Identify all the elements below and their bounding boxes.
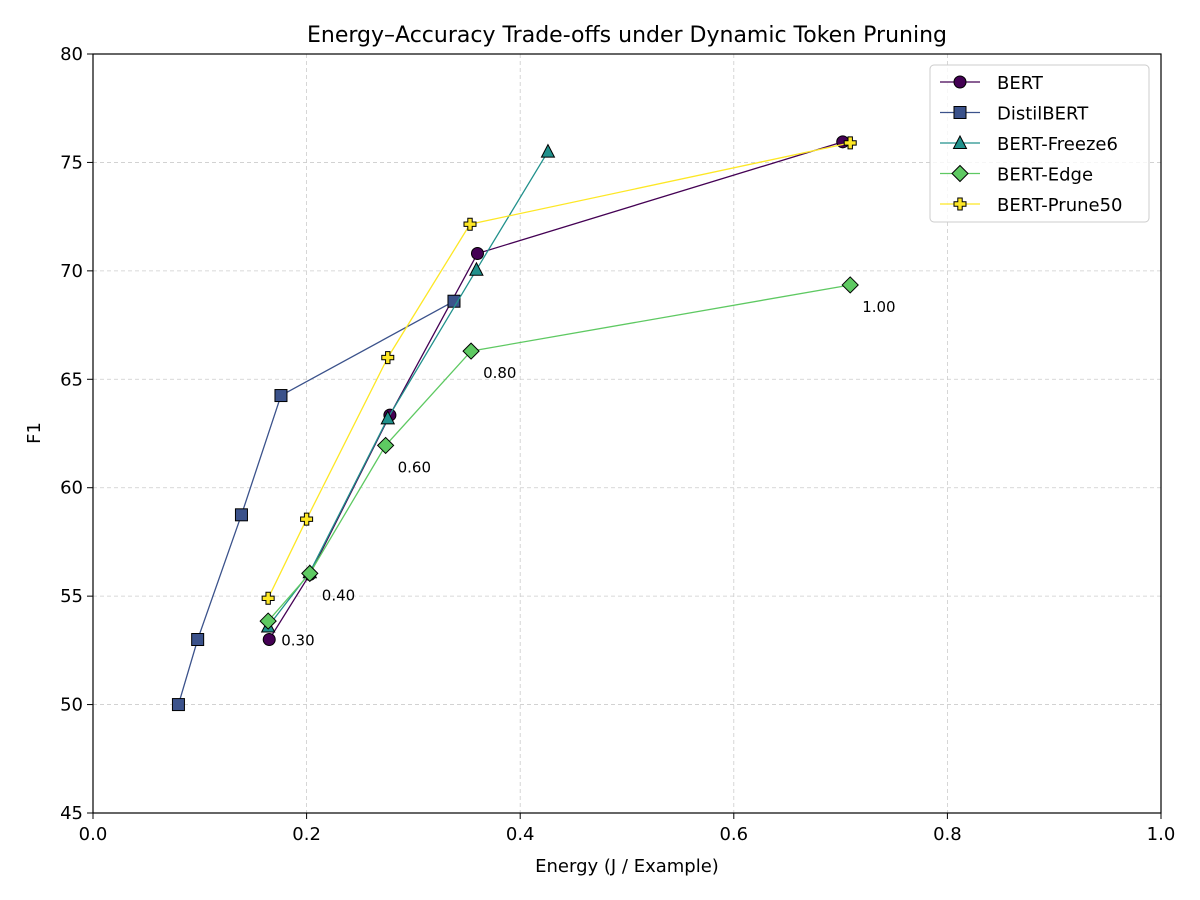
annotation-label: 1.00	[862, 298, 895, 316]
legend-label: BERT-Edge	[997, 165, 1093, 186]
annotation-label: 0.40	[322, 586, 355, 604]
x-tick-label: 0.0	[79, 824, 108, 845]
legend-item: BERT-Freeze6	[940, 134, 1118, 155]
legend-marker	[952, 134, 968, 149]
data-point	[274, 389, 288, 403]
data-point	[301, 564, 319, 583]
y-tick-label: 80	[60, 44, 83, 65]
data-point	[262, 633, 276, 647]
legend-label: BERT-Prune50	[997, 195, 1123, 216]
y-tick-label: 55	[60, 586, 83, 607]
series-distilbert	[171, 294, 461, 712]
data-point	[843, 136, 857, 150]
legend-label: BERT	[997, 73, 1044, 94]
data-point	[380, 410, 396, 425]
legend-label: DistilBERT	[997, 104, 1089, 125]
data-point	[191, 633, 205, 647]
y-tick-label: 65	[60, 369, 83, 390]
x-tick-label: 0.8	[933, 824, 962, 845]
series-line	[267, 284, 851, 622]
data-point	[381, 351, 395, 365]
x-tick-label: 0.6	[719, 824, 748, 845]
annotation-label: 0.30	[281, 632, 314, 650]
data-point	[463, 217, 477, 231]
data-point	[841, 276, 859, 294]
legend: BERT DistilBERT BERT-Freeze6 BERT-Edge BERT-…	[929, 64, 1150, 223]
annotation-label: 0.80	[483, 364, 516, 382]
y-tick-label: 50	[60, 695, 83, 716]
chart-title: Energy–Accuracy Trade-offs under Dynamic…	[307, 23, 947, 48]
legend-item: BERT-Edge	[940, 165, 1093, 186]
series-bert-prune50	[261, 136, 857, 605]
x-axis-label: Energy (J / Example)	[535, 856, 719, 877]
annotation-label: 0.60	[398, 458, 431, 476]
y-tick-label: 75	[60, 152, 83, 173]
data-point	[234, 508, 248, 522]
data-point	[261, 591, 275, 605]
plot-frame	[92, 53, 1162, 814]
data-point	[540, 143, 556, 158]
y-tick-label: 45	[60, 803, 83, 824]
x-tick-label: 1.0	[1147, 824, 1176, 845]
legend-box	[929, 64, 1150, 223]
data-point	[171, 698, 185, 712]
y-axis-label: F1	[24, 422, 45, 444]
data-point	[300, 512, 314, 526]
data-point	[462, 342, 480, 360]
y-tick-label: 70	[60, 261, 83, 282]
legend-item: BERT	[940, 73, 1044, 94]
x-tick-label: 0.4	[506, 824, 535, 845]
data-point	[470, 247, 484, 261]
data-point	[376, 436, 395, 455]
legend-marker	[951, 164, 969, 183]
data-point	[469, 261, 484, 276]
data-point	[259, 612, 277, 630]
legend-label: BERT-Freeze6	[997, 134, 1118, 155]
legend-marker	[953, 75, 967, 89]
legend-item: DistilBERT	[940, 104, 1089, 125]
series-line	[267, 151, 549, 627]
series-bert	[262, 135, 850, 647]
legend-marker	[953, 197, 967, 211]
x-tick-label: 0.2	[292, 824, 321, 845]
series-line	[268, 141, 843, 640]
y-tick-label: 60	[60, 478, 83, 499]
series-bert-edge	[259, 276, 859, 630]
series-bert-freeze6	[260, 143, 556, 633]
series-line	[177, 300, 455, 705]
legend-marker	[953, 106, 967, 119]
series-line	[267, 142, 851, 599]
legend-item: BERT-Prune50	[940, 195, 1123, 216]
